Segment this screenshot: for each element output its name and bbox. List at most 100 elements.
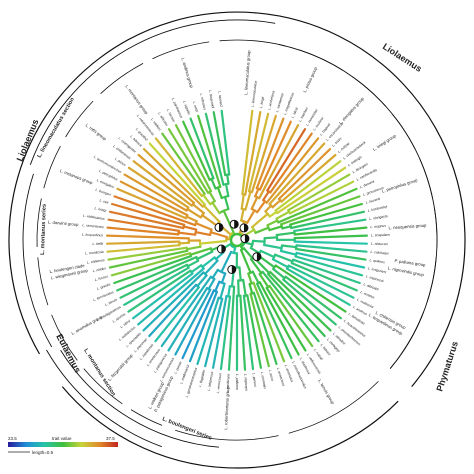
tree-branch	[191, 203, 205, 215]
tree-branch	[223, 195, 230, 211]
tree-branch	[160, 275, 212, 348]
tree-branch	[199, 239, 228, 245]
tree-branch	[250, 114, 277, 194]
tree-branch	[219, 282, 226, 300]
tree-branch	[161, 132, 206, 195]
tree-branch	[116, 187, 187, 220]
tree-branch	[212, 295, 228, 369]
tree-branch	[181, 289, 215, 360]
section-label-montanus-series: L. montanus series	[40, 204, 48, 255]
group-arc	[419, 158, 433, 199]
group-labels: L. pictus group L. elongatus group L. krie…	[48, 50, 428, 430]
tree-branch	[123, 266, 190, 306]
tree-branch	[269, 132, 313, 194]
tip-label: L. pictus	[114, 157, 127, 168]
tree-branch	[280, 153, 337, 203]
tree-branch	[212, 110, 227, 177]
tree-branch	[132, 160, 193, 207]
ring-liolaemus	[8, 11, 466, 387]
tree-branch	[177, 231, 197, 236]
legend-max: 37.5	[106, 436, 115, 441]
tree-branch	[194, 222, 213, 231]
tree-branch	[167, 287, 209, 352]
tree-branch	[274, 264, 347, 313]
tree-branch	[279, 249, 298, 256]
tree-branch	[277, 148, 332, 200]
ring-lineomaculatus	[29, 19, 276, 165]
tip-label: L. grosseorum	[362, 186, 384, 197]
tip-label: L. silvai	[291, 107, 299, 119]
tree-branch	[240, 245, 244, 251]
group-arc	[83, 368, 123, 405]
tree-branch	[185, 215, 198, 223]
tree-branch	[239, 294, 247, 371]
tree-branch	[256, 282, 293, 360]
tree-branch	[142, 148, 204, 208]
tree-branch	[259, 249, 276, 259]
tip-label: L. fabiani	[320, 343, 332, 356]
tip-label: L. riojanus	[370, 224, 386, 230]
tree-branch	[252, 291, 278, 365]
tree-branch	[240, 208, 245, 222]
tree-branch	[249, 292, 270, 368]
tree-branch	[250, 196, 259, 210]
tip-label: L. laurenti	[365, 197, 381, 205]
tree-branch	[207, 278, 216, 291]
tree-branch	[127, 166, 190, 209]
tip-label: L. sarmientoi	[275, 93, 285, 113]
tip-label: L. anomalus	[284, 364, 295, 383]
tree-branch	[258, 281, 300, 356]
group-arc	[351, 75, 386, 107]
group-arc	[219, 39, 286, 47]
tree-branch	[209, 231, 228, 239]
tip-label: L. mallimaccii	[179, 364, 190, 385]
tree-branch	[287, 173, 351, 212]
group-label: P. palluma group	[394, 258, 426, 267]
tree-branch	[219, 295, 232, 371]
tree-branch	[238, 266, 242, 282]
tree-branch	[272, 267, 286, 280]
tip-label: L. palluma	[235, 374, 239, 390]
tree-branch	[241, 109, 254, 196]
tree-branch	[194, 231, 212, 236]
tip-label: L. annectens	[276, 367, 286, 387]
tree-branch	[216, 186, 223, 200]
tree-branch	[254, 187, 260, 198]
tree-branch	[293, 226, 368, 236]
tree-branch	[289, 202, 363, 226]
tip-label: L. buergeri	[95, 188, 112, 197]
tree-branch	[132, 272, 194, 320]
tree-branch	[237, 279, 240, 297]
tip-label: L. elongatus	[96, 178, 115, 189]
tree-branch	[246, 209, 256, 224]
group-label: L. rothi group	[85, 123, 108, 142]
tree-branch	[182, 120, 211, 181]
group-label: L. petrophilus group	[381, 177, 418, 193]
tree-branch	[178, 241, 190, 245]
tip-label: L. puna	[268, 369, 275, 381]
group-arc	[36, 198, 42, 248]
group-label: L. nigroviridis group	[387, 265, 424, 277]
tree-branch	[282, 278, 337, 326]
tree-branch	[203, 259, 219, 276]
tip-label: L. nitidus	[92, 266, 106, 273]
tree-branch	[244, 110, 262, 196]
tree-branch	[204, 112, 225, 186]
group-arc	[288, 381, 379, 434]
tree-branch	[295, 251, 366, 269]
tip-label: L. bellii	[92, 242, 103, 246]
tree-branch	[154, 286, 200, 343]
node-marker-fill	[219, 223, 223, 232]
tip-label: L. ortizi	[192, 101, 199, 113]
group-label: L. robertmertensi group	[223, 385, 230, 429]
tree-branch	[249, 247, 261, 255]
tree-branch	[123, 173, 188, 212]
tree-branch	[288, 180, 355, 215]
tree-branch	[189, 117, 215, 180]
group-label: L. kriegi group	[372, 133, 398, 152]
tree-branch	[108, 210, 185, 230]
group-arc	[37, 257, 49, 306]
tree-branch	[185, 245, 202, 251]
tip-label: L. fitzgeraldi	[208, 90, 215, 109]
